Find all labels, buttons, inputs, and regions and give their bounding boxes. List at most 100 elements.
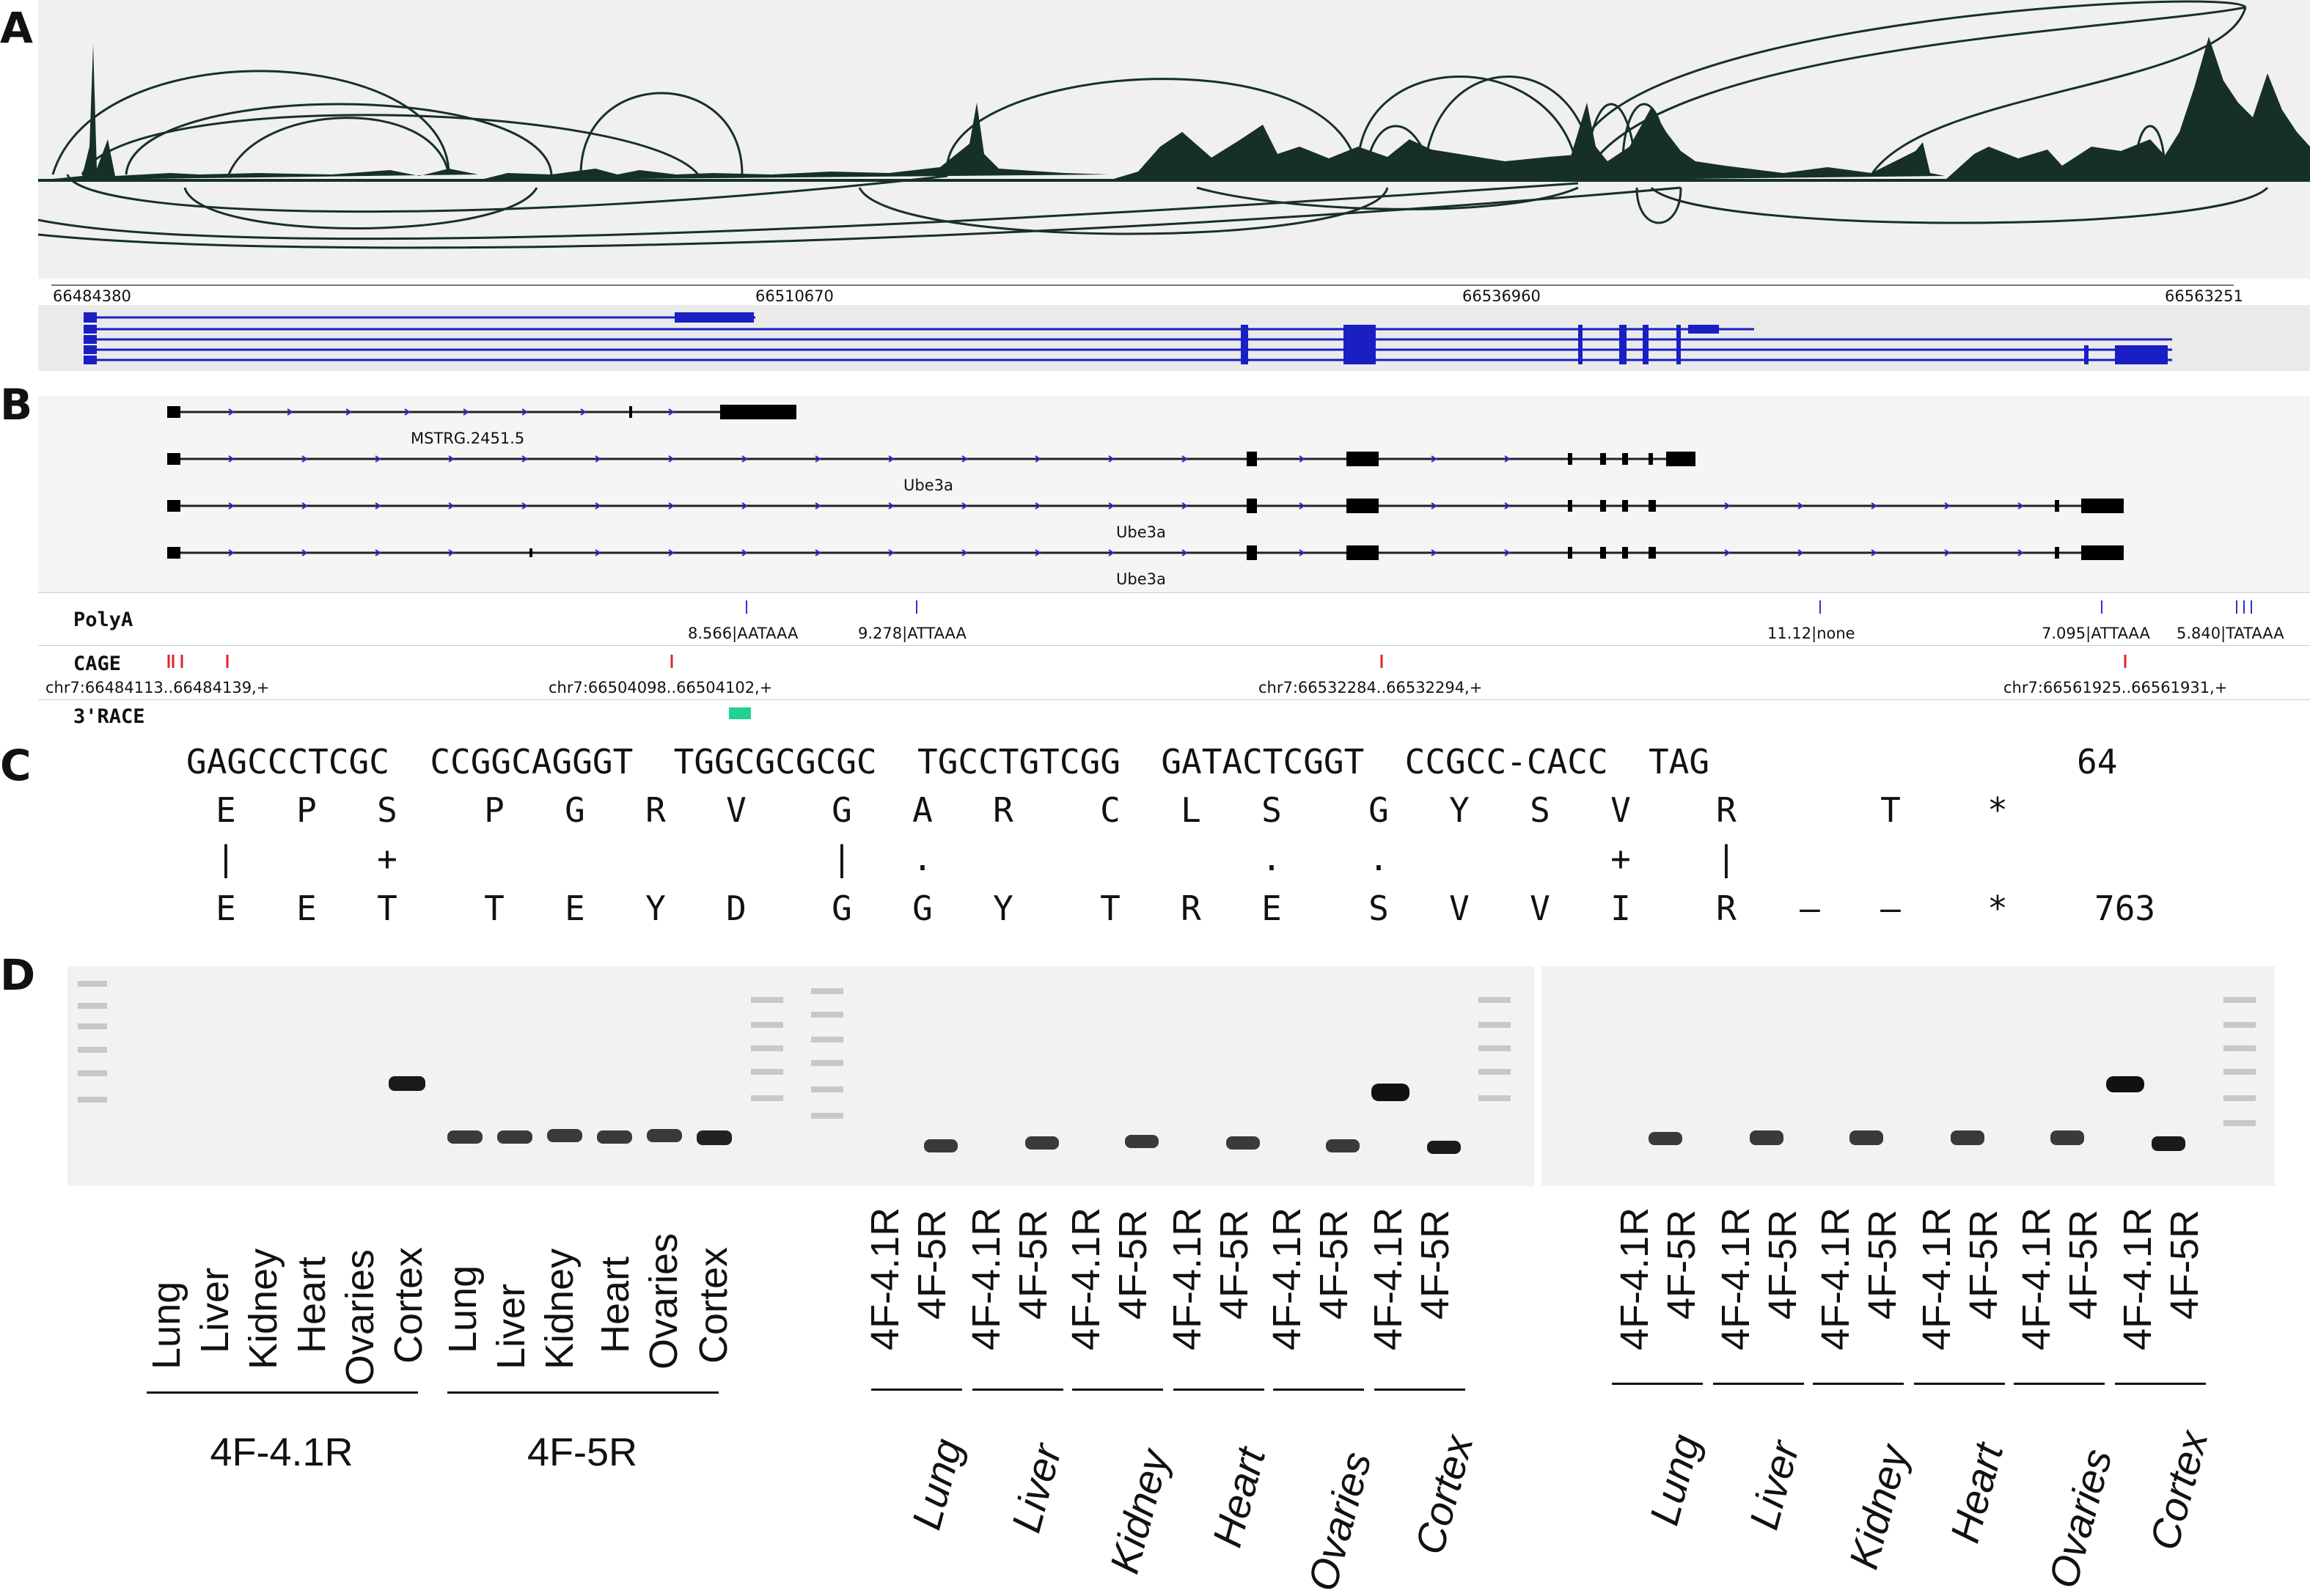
lane-label: Liver	[193, 1267, 237, 1353]
aa-top: G	[1368, 790, 1389, 830]
aa-bottom: S	[1368, 889, 1389, 928]
gel1-group-rule-2	[447, 1391, 719, 1394]
cage-label-3: chr7:66532284..66532294,+	[1258, 679, 1483, 696]
aa-bottom: T	[1100, 889, 1121, 928]
tissue-label: Lung	[902, 1433, 972, 1534]
polya-track	[38, 592, 2310, 644]
aa-bottom: R	[1181, 889, 1201, 928]
aa-top: R	[993, 790, 1013, 830]
lane-label: Heart	[290, 1256, 334, 1353]
tissue-label: Heart	[1940, 1438, 2012, 1548]
tissue-label: Kidney	[1100, 1444, 1178, 1578]
tissue-label: Liver	[1739, 1436, 1808, 1534]
ladder-bands-right	[2223, 997, 2256, 1126]
gel1-group-label-1: 4F-4.1R	[210, 1430, 353, 1474]
aa-bottom: I	[1610, 889, 1631, 928]
primer-label: 4F-4.1R	[1613, 1207, 1657, 1350]
band	[2106, 1076, 2144, 1092]
junction-arcs	[51, 0, 2247, 213]
aa-bottom: E	[296, 889, 317, 928]
aa-bottom: –	[1800, 889, 1820, 928]
gel1-group-rule-1	[147, 1391, 418, 1394]
race-mark	[729, 707, 751, 719]
primer-label: 4F-5R	[2061, 1209, 2105, 1320]
coord-3: 66536960	[1462, 287, 1541, 305]
gene-track-a	[38, 305, 2310, 371]
lane-label: Kidney	[241, 1248, 285, 1369]
tissue-rule	[1612, 1383, 1703, 1385]
race-track	[38, 699, 2310, 735]
gene-model-exons	[84, 312, 2168, 364]
primer-label: 4F-4.1R	[1915, 1207, 1959, 1350]
aa-top: A	[912, 790, 933, 830]
primer-label: 4F-4.1R	[2116, 1207, 2160, 1350]
panel-label-d: D	[0, 950, 36, 1000]
match-symbol: |	[1716, 839, 1737, 878]
cage-label-1: chr7:66484113..66484139,+	[45, 679, 270, 696]
polya-marks	[746, 600, 2252, 614]
primer-label: 4F-5R	[1962, 1209, 2006, 1320]
transcript-name-1: MSTRG.2451.5	[411, 430, 525, 447]
aa-bottom: R	[1716, 889, 1737, 928]
aa-top: E	[216, 790, 236, 830]
tissue-rule	[1173, 1389, 1264, 1391]
ladder-bands-left	[811, 988, 843, 1119]
match-symbol: .	[1261, 839, 1282, 878]
lane-label: Lung	[144, 1281, 188, 1369]
sashimi-svg	[37, 0, 2310, 287]
primer-label: 4F-4.1R	[964, 1207, 1008, 1350]
transcript-name-4: Ube3a	[1116, 570, 1166, 588]
junction-arcs-below	[37, 182, 2269, 249]
panel-label-b: B	[0, 380, 33, 430]
aa-top: S	[1261, 790, 1282, 830]
lane-label: Kidney	[538, 1248, 582, 1369]
coverage-peaks	[38, 37, 2310, 180]
band	[1371, 1084, 1409, 1101]
tissue-label: Liver	[1002, 1439, 1071, 1537]
tissue-rule	[1374, 1389, 1465, 1391]
aa-top: C	[1100, 790, 1121, 830]
primer-label: 4F-5R	[2163, 1209, 2207, 1320]
tissue-rule	[1273, 1389, 1364, 1391]
panel-label-c: C	[0, 740, 32, 790]
transcript-exons	[167, 405, 2124, 560]
lane-label: Ovaries	[642, 1232, 686, 1369]
primer-label: 4F-4.1R	[863, 1207, 907, 1350]
aa-bottom: *	[1987, 889, 2008, 928]
aa-bottom: T	[484, 889, 505, 928]
tissue-label: Cortex	[1405, 1430, 1482, 1559]
match-symbol: +	[1610, 839, 1631, 878]
aa-bottom: T	[377, 889, 397, 928]
aa-top: T	[1880, 790, 1901, 830]
cage-label-4: chr7:66561925..66561931,+	[2003, 679, 2228, 696]
primer-label: 4F-5R	[910, 1209, 954, 1320]
bands-4f-5r	[447, 1129, 732, 1145]
transcript-name-2: Ube3a	[903, 477, 953, 494]
primer-label: 4F-4.1R	[1165, 1207, 1209, 1350]
tissue-rule	[1072, 1389, 1163, 1391]
aa-top: G	[565, 790, 585, 830]
aa-top: Y	[1449, 790, 1470, 830]
aa-top: G	[832, 790, 852, 830]
lane-label: Lung	[441, 1265, 485, 1353]
aa-top: V	[726, 790, 747, 830]
ladder-bands-left	[78, 981, 107, 1103]
match-symbol: |	[216, 839, 236, 878]
aa-top: L	[1181, 790, 1201, 830]
tissue-label: Heart	[1203, 1442, 1275, 1552]
tissue-rule	[1713, 1383, 1804, 1385]
aa-top: *	[1987, 790, 2008, 830]
band	[389, 1076, 425, 1091]
primer-label: 4F-5R	[1860, 1209, 1904, 1320]
aa-top: P	[484, 790, 505, 830]
primer-label: 4F-5R	[1312, 1209, 1356, 1320]
lane-label: Cortex	[386, 1246, 430, 1364]
aa-top: S	[1530, 790, 1550, 830]
dna-end-number: 64	[2077, 742, 2118, 782]
cage-label-2: chr7:66504098..66504102,+	[549, 679, 773, 696]
cage-marks	[167, 655, 2127, 668]
dna-sequence: GAGCCCTCGC CCGGCAGGGT TGGCGCGCGC TGCCTGT…	[186, 742, 1710, 782]
aa-bottom: Y	[993, 889, 1013, 928]
aa-bottom: E	[565, 889, 585, 928]
polya-track-label: PolyA	[73, 608, 133, 631]
